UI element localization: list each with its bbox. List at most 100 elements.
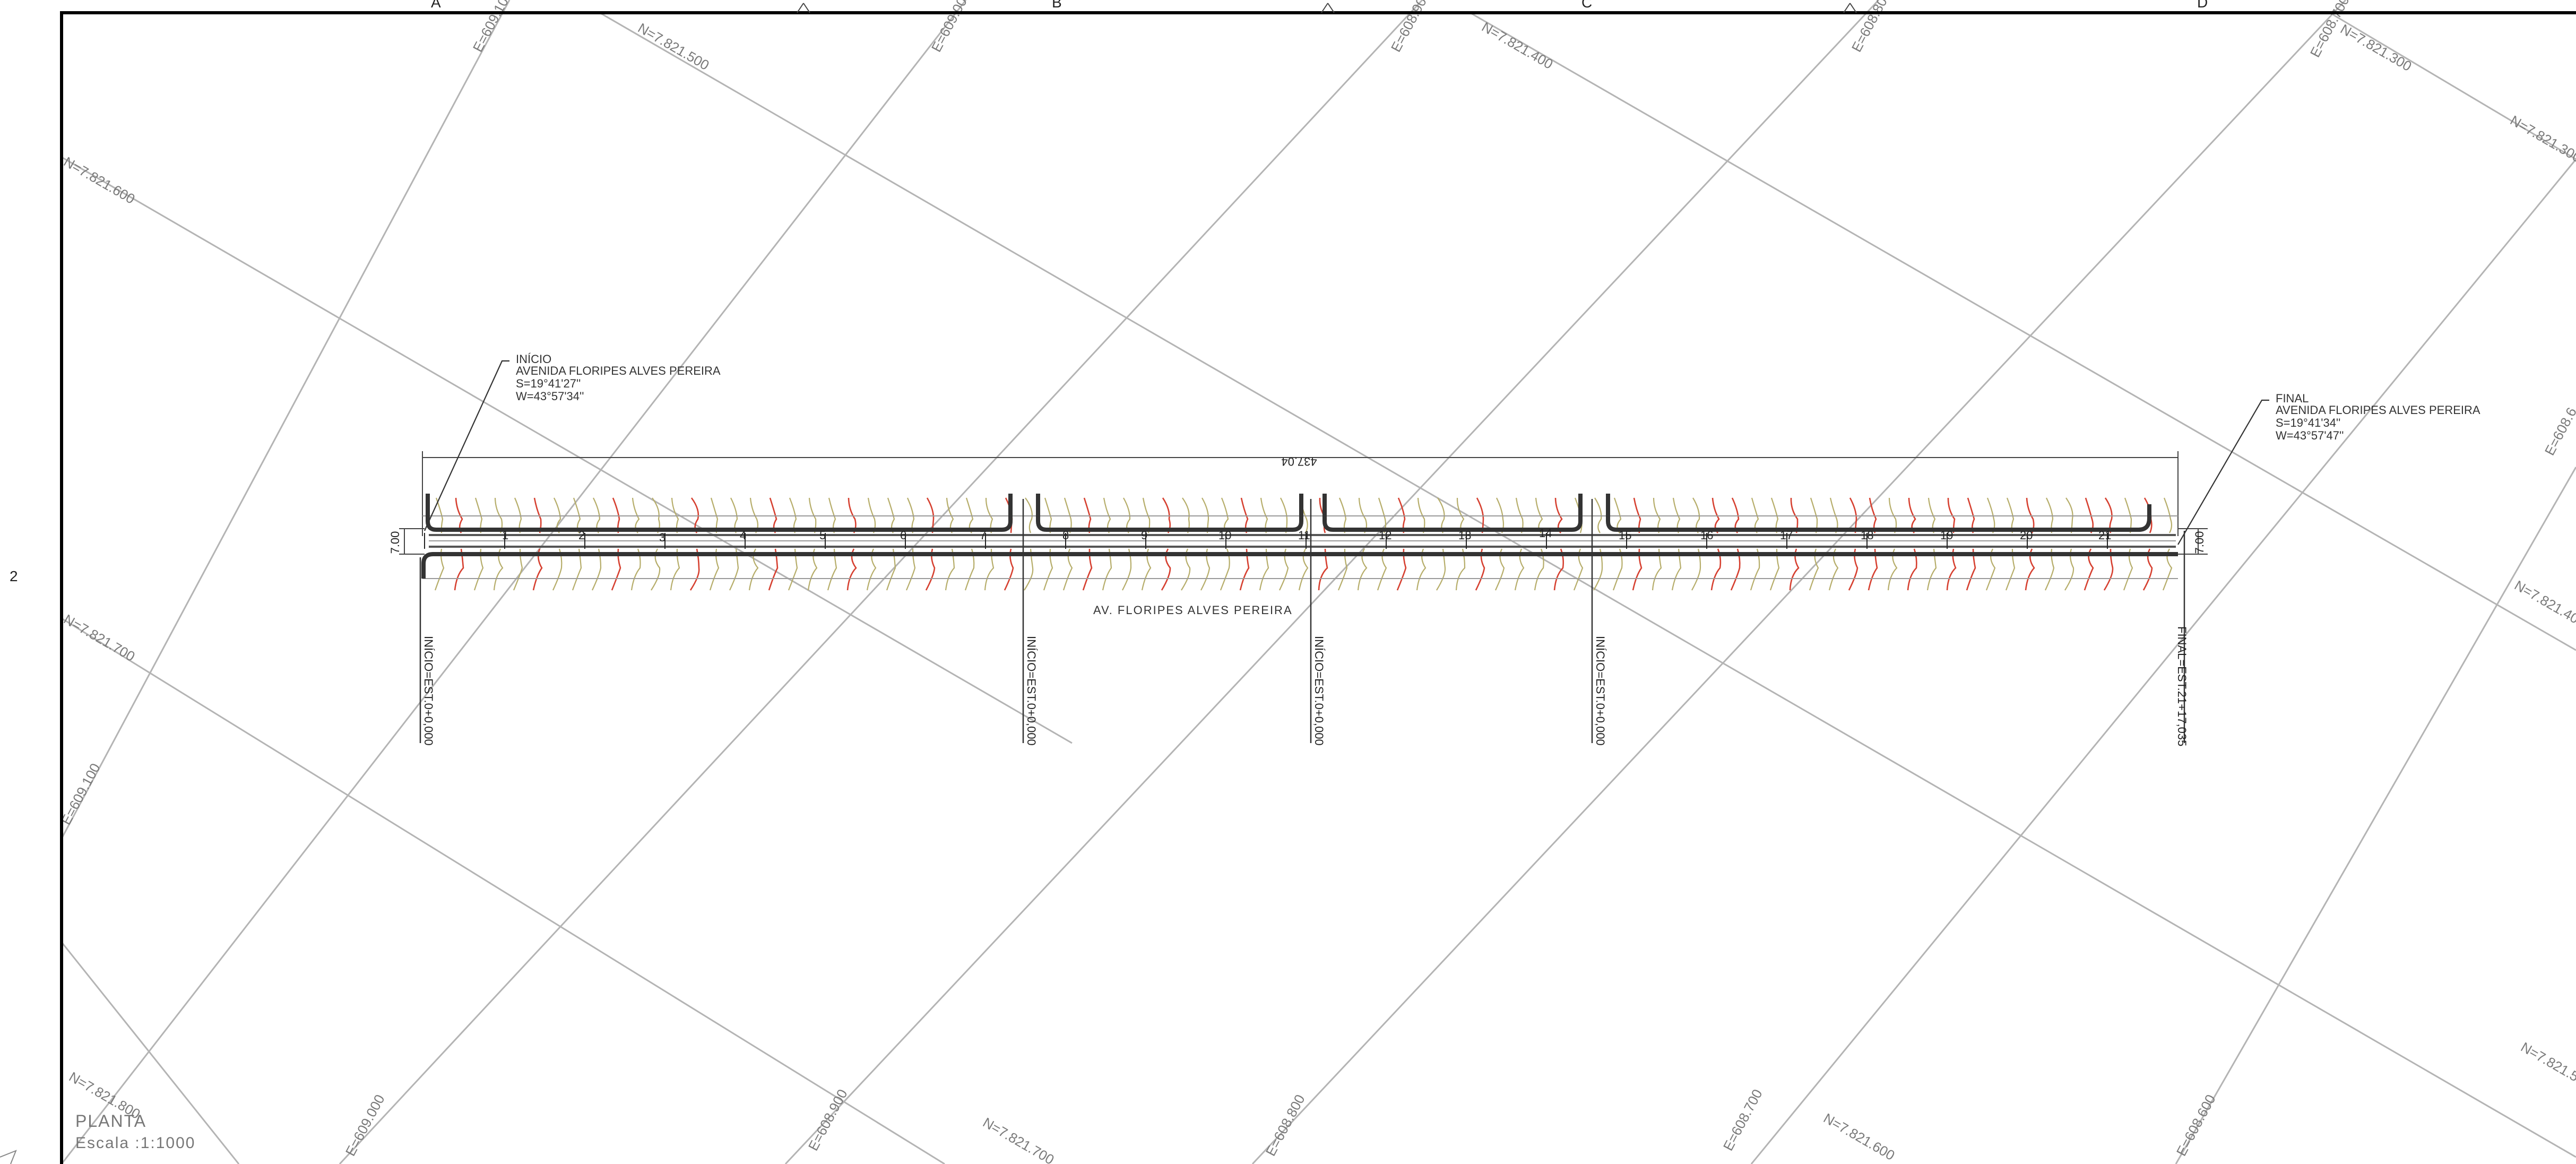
easting-grid-line [60, 0, 967, 1164]
station-label: 13 [1458, 529, 1471, 542]
column-label-c: C [1581, 0, 1592, 11]
station-label: 6 [900, 529, 906, 542]
road-plan [421, 494, 2178, 579]
grid-coordinate-label: N=7.821.300 [2338, 21, 2415, 74]
sheet-frame [60, 11, 2576, 1164]
curb-bottom [421, 552, 2178, 579]
easting-grid-line [339, 0, 1423, 1164]
station-label: 8 [1062, 529, 1069, 542]
start-note-longitude: W=43°57'34'' [516, 390, 584, 403]
northing-grid-line [60, 942, 240, 1164]
total-length-label: 437.04 [1281, 455, 1317, 468]
curb-top-segment-3 [1322, 494, 1583, 532]
column-ticks [797, 3, 1857, 13]
station-label: 11 [1298, 529, 1310, 542]
station-label: 19 [1940, 529, 1953, 542]
chainage-label-start-1: INÍCIO=EST.0+0,000 [422, 636, 435, 746]
coordinate-grid-labels: E=609.100 E=609.000 E=608.900 E=608.800 E=60… [58, 0, 2576, 1164]
station-label: 2 [578, 529, 585, 542]
grid-coordinate-label: N=7.821.400 [1479, 19, 1556, 72]
column-label-a: A [431, 0, 441, 11]
station-label: 5 [819, 529, 826, 542]
contour-line-north [2163, 497, 2173, 533]
station-label: 14 [1539, 527, 1552, 540]
grid-coordinate-label: E=609.000 [928, 0, 974, 55]
grid-coordinate-label: N=7.821.500 [635, 20, 712, 73]
station-label: 1 [502, 529, 508, 542]
road-name-label: AV. FLORIPES ALVES PEREIRA [1093, 603, 1293, 617]
grid-coordinate-label: E=608.800 [1263, 1092, 1308, 1159]
column-label-d: D [2197, 0, 2208, 11]
station-label: 17 [1780, 529, 1793, 542]
end-note-road-name: AVENIDA FLORIPES ALVES PEREIRA [2276, 403, 2480, 417]
road-width-right-label: 7.00 [2193, 531, 2206, 554]
station-label: 20 [2020, 529, 2033, 542]
grid-coordinate-label: E=609.100 [470, 0, 515, 55]
corner-mark [0, 1150, 17, 1164]
northing-grid-line [2329, 12, 2576, 160]
road-width-dimension-right: 7.00 [2178, 528, 2208, 555]
total-length-dimension: 437.04 [422, 451, 2179, 536]
end-note-heading: FINAL [2276, 392, 2309, 405]
station-label: 4 [740, 529, 746, 542]
grid-coordinate-label: N=7.821.600 [1821, 1110, 1898, 1163]
easting-grid-line [1750, 159, 2576, 1164]
northing-grid-line [61, 617, 945, 1164]
end-note-longitude: W=43°57'47'' [2276, 429, 2344, 442]
chainage-label-end: FINAL=EST.21+17,035 [2175, 626, 2189, 746]
station-label: 7 [980, 529, 986, 542]
easting-grid-line [784, 0, 1880, 1164]
station-label: 18 [1861, 529, 1873, 542]
grid-coordinate-label: E=608.800 [1848, 0, 1894, 55]
easting-grid-line [2175, 467, 2576, 1164]
chainage-label-start-4: INÍCIO=EST.0+0,000 [1594, 636, 1607, 746]
station-label: 9 [1141, 529, 1147, 542]
grid-coordinate-label: E=608.6 [2542, 405, 2576, 458]
road-width-left-label: 7.00 [388, 531, 402, 554]
start-note: INÍCIO AVENIDA FLORIPES ALVES PEREIRA S=… [423, 352, 721, 531]
curb-top-segment-1 [426, 494, 1013, 532]
start-note-latitude: S=19°41'27'' [516, 377, 581, 390]
column-label-b: B [1052, 0, 1062, 11]
end-note: FINAL AVENIDA FLORIPES ALVES PEREIRA S=1… [2177, 392, 2480, 545]
station-ticks [424, 533, 2108, 549]
road-width-dimension-left: 7.00 [388, 528, 425, 555]
easting-grid-line [1251, 0, 2347, 1164]
grid-coordinate-label: E=608.900 [805, 1087, 851, 1153]
chainage-markers: INÍCIO=EST.0+0,000 INÍCIO=EST.0+0,000 IN… [419, 499, 2189, 746]
plan-scale: Escala :1:1000 [75, 1134, 195, 1152]
contour-line-north [1594, 497, 1602, 533]
grid-coordinate-label: N=7.821.300 [2508, 112, 2576, 166]
grid-coordinate-label: N=7.821.600 [61, 153, 138, 207]
chainage-label-start-3: INÍCIO=EST.0+0,000 [1312, 636, 1326, 746]
end-note-latitude: S=19°41'34'' [2276, 416, 2340, 429]
station-label: 3 [659, 531, 665, 544]
station-label: 12 [1379, 529, 1391, 542]
coordinate-grid [60, 0, 2576, 1164]
row-label: 2 [10, 568, 18, 584]
grid-coordinate-label: E=609.000 [342, 1092, 388, 1159]
grid-coordinate-label: E=608.600 [2173, 1092, 2219, 1159]
grid-coordinate-label: N=7.821.5 [2518, 1039, 2576, 1084]
plan-title: PLANTA [75, 1111, 146, 1131]
northing-grid-line [61, 156, 1073, 744]
grid-coordinate-label: N=7.821.700 [61, 611, 138, 665]
contour-line-north [1025, 497, 1033, 533]
curb-top-segment-2 [1036, 494, 1303, 532]
grid-coordinate-label: E=608.900 [1388, 0, 1433, 55]
station-label: 15 [1619, 529, 1631, 542]
easting-grid-line [60, 0, 511, 839]
grid-coordinate-label: E=608.700 [1720, 1087, 1766, 1153]
station-labels: 1 2 3 4 5 6 7 8 9 10 11 12 13 14 15 16 1… [502, 527, 2111, 544]
station-label: 10 [1218, 529, 1231, 542]
curb-top-segment-4 [1606, 494, 2151, 532]
station-label: 21 [2098, 529, 2111, 542]
grid-coordinate-label: E=609.100 [58, 761, 103, 827]
station-label: 16 [1700, 529, 1713, 542]
grid-coordinate-label: N=7.821.700 [980, 1114, 1057, 1164]
northing-grid-line [599, 12, 2576, 1158]
northing-grid-line [1469, 12, 2576, 651]
start-note-heading: INÍCIO [516, 352, 551, 366]
start-note-road-name: AVENIDA FLORIPES ALVES PEREIRA [516, 364, 721, 377]
